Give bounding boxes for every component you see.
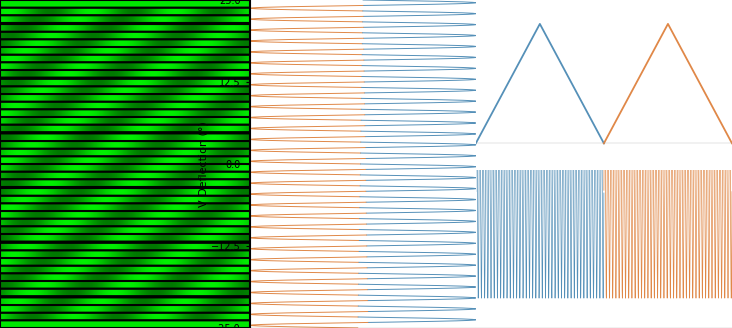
Y-axis label: V Deflection (°): V Deflection (°) xyxy=(198,121,209,207)
